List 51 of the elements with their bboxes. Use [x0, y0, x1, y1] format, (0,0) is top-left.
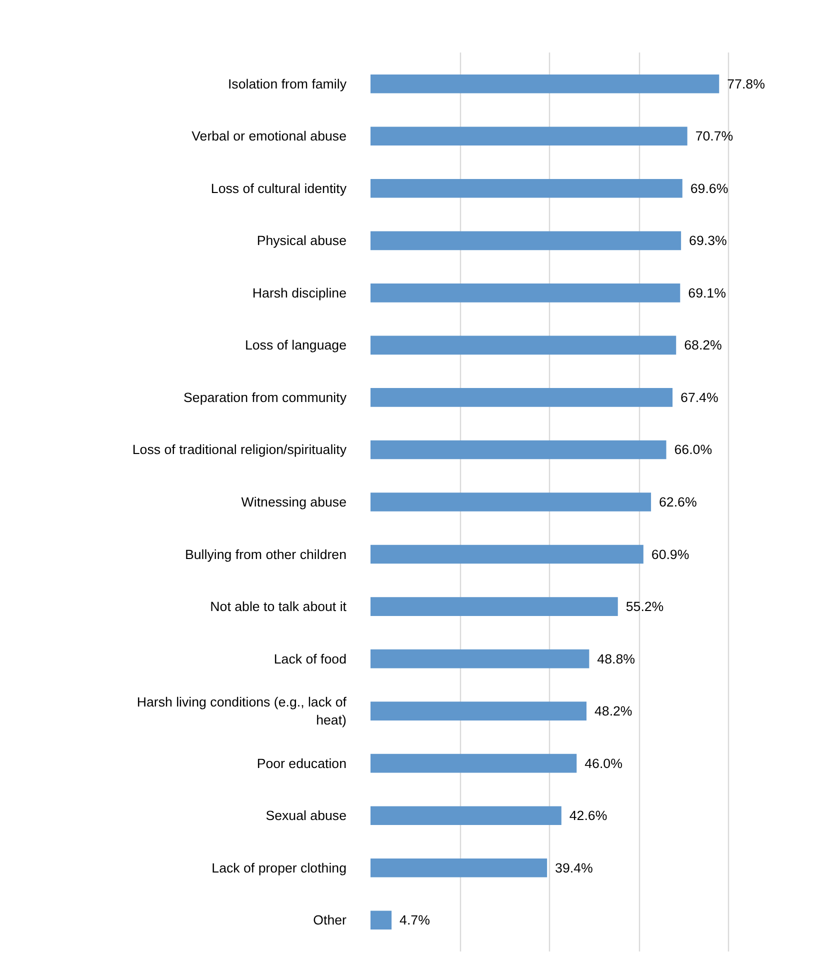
y-tick-label: Not able to talk about it	[210, 599, 347, 614]
y-tick-label: Loss of language	[244, 338, 347, 353]
data-label: 69.1%	[688, 285, 726, 300]
bar	[370, 597, 618, 616]
y-tick-label: Harsh discipline	[252, 285, 346, 300]
y-tick-label: Verbal or emotional abuse	[192, 128, 347, 144]
y-tick-label: Loss of cultural identity	[210, 180, 347, 196]
bar	[370, 702, 586, 720]
data-label: 4.7%	[400, 912, 430, 928]
y-tick-label: Lack of proper clothing	[212, 860, 346, 876]
bar	[370, 492, 652, 512]
data-label: 42.6%	[569, 808, 608, 824]
data-label: 68.2%	[684, 338, 722, 353]
y-tick-label: Witnessing abuse	[241, 494, 347, 510]
data-label: 69.3%	[689, 233, 727, 248]
bar	[370, 178, 682, 198]
y-tick-label: Sexual abuse	[266, 808, 347, 824]
bar	[370, 388, 673, 407]
bar	[370, 806, 562, 826]
data-label: 62.6%	[659, 494, 697, 510]
data-label: 48.2%	[594, 704, 632, 719]
bar	[370, 910, 392, 930]
data-label: 46.0%	[584, 756, 623, 771]
y-tick-label: Isolation from family	[228, 76, 347, 92]
bar	[370, 649, 590, 668]
data-label: 66.0%	[674, 442, 712, 458]
bar	[370, 284, 680, 302]
y-tick-label: Bullying from other children	[185, 546, 347, 562]
data-label: 70.7%	[695, 128, 734, 144]
data-label: 77.8%	[727, 76, 766, 92]
bar	[370, 74, 720, 94]
y-tick-label: Physical abuse	[256, 233, 347, 248]
y-tick-label: Loss of traditional religion/spirituality	[132, 442, 347, 458]
y-tick-label: Other	[313, 912, 348, 928]
bar	[370, 858, 548, 878]
y-tick-label: Lack of food	[274, 651, 347, 666]
bar	[370, 336, 676, 355]
data-label: 67.4%	[680, 390, 718, 405]
bar	[370, 754, 577, 773]
bar	[370, 231, 682, 250]
data-label: 60.9%	[651, 546, 690, 562]
bar	[370, 544, 644, 564]
bar	[370, 440, 666, 460]
data-label: 39.4%	[555, 860, 593, 876]
data-label: 69.6%	[690, 180, 728, 196]
data-label: 48.8%	[597, 651, 636, 666]
data-label: 55.2%	[626, 599, 664, 614]
y-tick-label: Poor education	[256, 756, 347, 771]
bar	[370, 126, 688, 146]
y-tick-label: Separation from community	[184, 390, 347, 405]
y-tick-label: Harsh living conditions (e.g., lack of heat)	[136, 694, 347, 728]
